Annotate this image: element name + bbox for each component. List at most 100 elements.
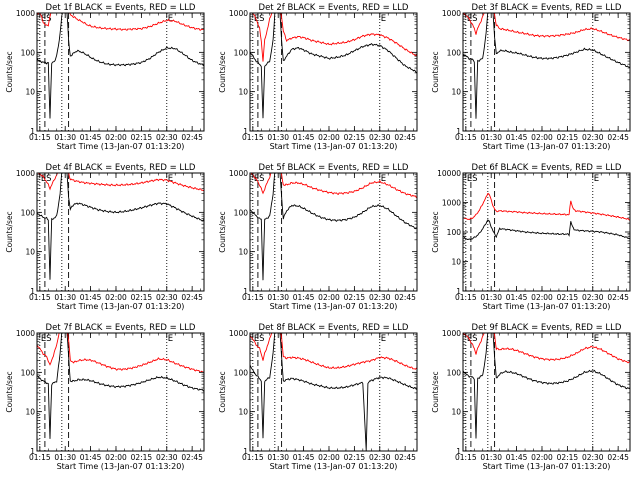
marker-label: ES [254, 14, 265, 24]
lld-series-line [250, 173, 417, 198]
x-tick-label: 02:45 [181, 293, 203, 302]
x-tick-label: 01:15 [29, 133, 51, 142]
y-tick-label: 1000 [442, 9, 461, 18]
panel-title: Det 2f BLACK = Events, RED = LLD [259, 3, 409, 13]
lld-series-line [463, 13, 630, 42]
plot-frame [462, 172, 631, 292]
marker-label: E [381, 334, 386, 344]
x-tick-label: 02:30 [369, 133, 391, 142]
x-tick-label: 02:15 [344, 453, 366, 462]
y-tick-label: 1000 [442, 329, 461, 338]
marker-label: E [594, 14, 599, 24]
x-tick-label: 01:30 [267, 453, 289, 462]
lld-series-line [37, 333, 204, 373]
x-tick-label: 01:45 [293, 293, 315, 302]
lld-series-line [250, 333, 417, 370]
plot-frame [36, 332, 205, 452]
x-tick-label: 01:45 [506, 453, 528, 462]
x-tick-label: 02:00 [105, 133, 127, 142]
x-tick-label: 02:00 [318, 133, 340, 142]
marker-label: ES [467, 334, 478, 344]
y-axis-label: Counts/sec [218, 371, 227, 412]
y-tick-label: 10 [451, 258, 461, 267]
y-tick-label: 1 [30, 287, 35, 296]
x-tick-label: 01:30 [54, 293, 76, 302]
events-series-line [250, 13, 417, 119]
x-tick-label: 01:30 [54, 453, 76, 462]
x-axis-label: Start Time (13-Jan-07 01:13:20) [270, 142, 398, 151]
lld-series-line [37, 13, 204, 31]
marker-label: E [381, 14, 386, 24]
marker-label: ES [467, 14, 478, 24]
x-tick-label: 02:30 [156, 133, 178, 142]
marker-label: E [168, 14, 173, 24]
x-tick-label: 02:45 [394, 293, 416, 302]
x-tick-label: 02:45 [607, 133, 629, 142]
x-axis-label: Start Time (13-Jan-07 01:13:20) [270, 302, 398, 311]
panel-title: Det 5f BLACK = Events, RED = LLD [259, 163, 409, 173]
y-tick-label: 1000 [229, 169, 248, 178]
y-tick-label: 1000 [16, 329, 35, 338]
y-tick-label: 1000 [16, 9, 35, 18]
x-tick-label: 02:00 [531, 133, 553, 142]
lld-series-line [463, 192, 630, 221]
marker-label: ES [467, 174, 478, 184]
x-tick-label: 01:30 [480, 293, 502, 302]
lld-series-line [251, 13, 417, 62]
y-tick-label: 1000 [229, 329, 248, 338]
x-tick-label: 01:15 [242, 133, 264, 142]
marker-label: E [168, 174, 173, 184]
y-axis-label: Counts/sec [5, 211, 14, 252]
events-series-line [37, 333, 204, 439]
marker-label: E [168, 334, 173, 344]
x-tick-label: 02:15 [557, 293, 579, 302]
y-axis-label: Counts/sec [5, 51, 14, 92]
y-tick-label: 10000 [437, 169, 461, 178]
y-tick-label: 100 [234, 48, 249, 57]
panel-title: Det 4f BLACK = Events, RED = LLD [46, 163, 196, 173]
x-tick-label: 01:30 [267, 293, 289, 302]
y-tick-label: 1 [243, 447, 248, 456]
x-tick-label: 02:00 [531, 293, 553, 302]
x-tick-label: 02:45 [181, 133, 203, 142]
x-tick-label: 01:45 [80, 293, 102, 302]
plot-frame [36, 172, 205, 292]
x-tick-label: 02:15 [344, 293, 366, 302]
x-tick-label: 01:15 [29, 293, 51, 302]
y-tick-label: 10 [451, 88, 461, 97]
x-tick-label: 01:30 [480, 453, 502, 462]
x-tick-label: 02:00 [318, 293, 340, 302]
marker-label: ES [41, 334, 52, 344]
panel-title: Det 3f BLACK = Events, RED = LLD [472, 3, 622, 13]
events-series-line [37, 173, 204, 280]
y-tick-label: 100 [234, 368, 249, 377]
y-axis-label: Counts/sec [218, 211, 227, 252]
y-tick-label: 10 [238, 248, 248, 257]
x-tick-label: 01:15 [455, 133, 477, 142]
y-tick-label: 1000 [442, 199, 461, 208]
y-tick-label: 1 [30, 127, 35, 136]
y-tick-label: 1000 [229, 9, 248, 18]
x-tick-label: 01:45 [80, 453, 102, 462]
y-axis-label: Counts/sec [431, 51, 440, 92]
x-tick-label: 01:45 [293, 453, 315, 462]
x-tick-label: 01:45 [506, 133, 528, 142]
y-axis-label: Counts/sec [431, 211, 440, 252]
x-tick-label: 02:15 [131, 133, 153, 142]
x-tick-label: 02:30 [156, 293, 178, 302]
x-axis-label: Start Time (13-Jan-07 01:13:20) [57, 142, 185, 151]
marker-label: ES [254, 334, 265, 344]
y-tick-label: 1 [30, 447, 35, 456]
y-tick-label: 10 [25, 408, 35, 417]
x-tick-label: 02:30 [369, 293, 391, 302]
x-tick-label: 02:45 [181, 453, 203, 462]
x-tick-label: 02:45 [394, 453, 416, 462]
x-tick-label: 02:15 [344, 133, 366, 142]
